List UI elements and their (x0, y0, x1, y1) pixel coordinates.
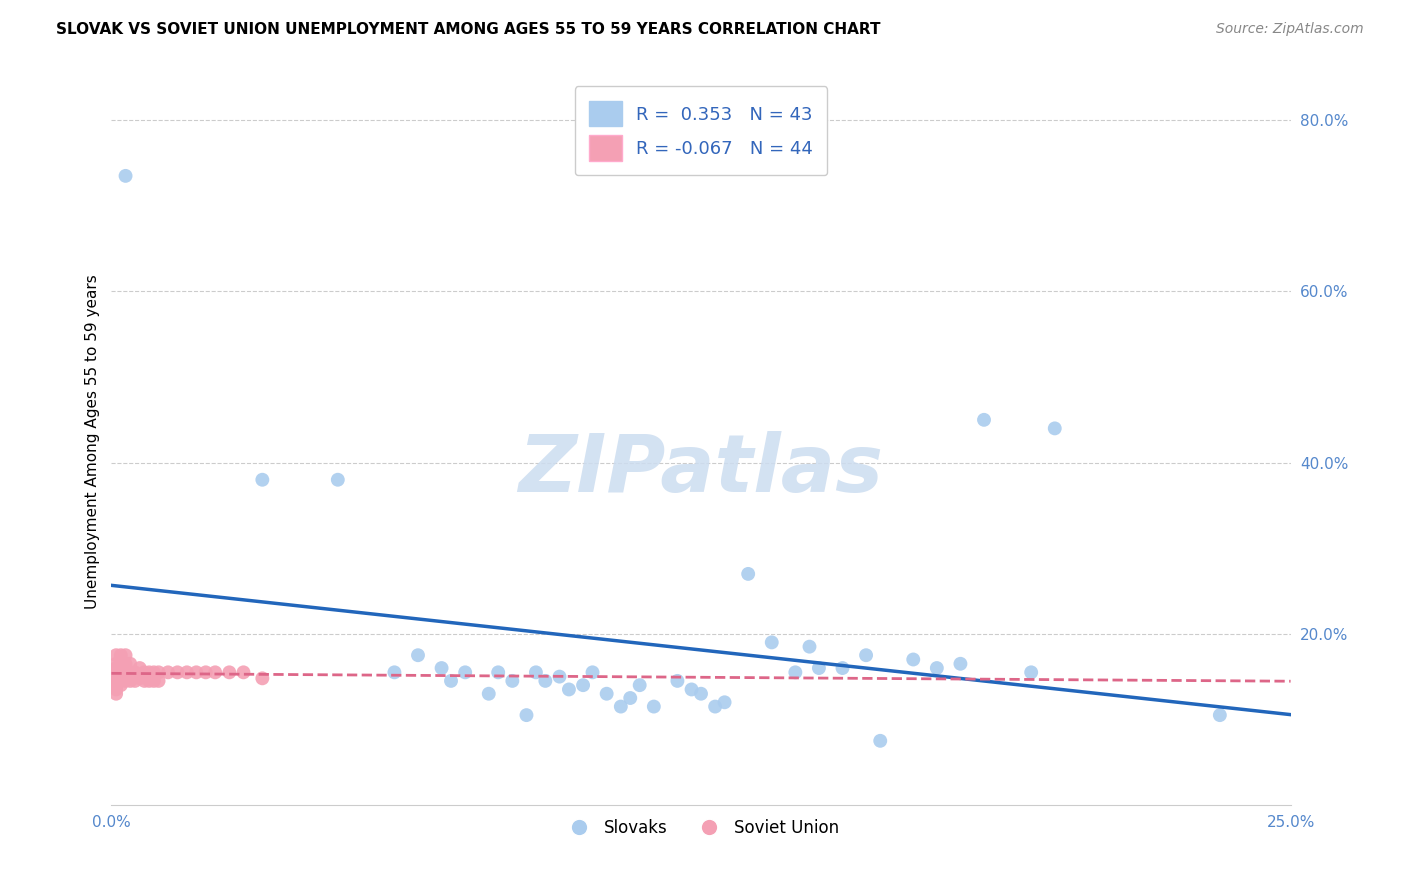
Legend: Slovaks, Soviet Union: Slovaks, Soviet Union (555, 813, 846, 844)
Point (949, 657, 972, 671)
Point (486, 665, 509, 680)
Point (925, 661, 948, 675)
Point (628, 678, 651, 692)
Point (610, 699, 633, 714)
Point (524, 665, 547, 680)
Point (232, 665, 254, 680)
Point (142, 673, 165, 688)
Point (326, 473, 349, 487)
Point (120, 665, 142, 680)
Point (114, 665, 136, 680)
Point (713, 695, 735, 709)
Point (110, 678, 132, 692)
Point (704, 699, 727, 714)
Point (690, 687, 713, 701)
Point (110, 665, 132, 680)
Point (737, 566, 759, 581)
Point (142, 665, 165, 680)
Point (105, 670, 128, 684)
Point (430, 661, 453, 675)
Point (138, 673, 160, 688)
Point (156, 665, 179, 680)
Point (831, 661, 853, 675)
Point (114, 661, 136, 675)
Text: ZIPatlas: ZIPatlas (519, 432, 883, 509)
Point (973, 413, 995, 427)
Point (595, 687, 617, 701)
Point (681, 682, 703, 697)
Point (186, 665, 208, 680)
Point (218, 665, 240, 680)
Point (666, 673, 689, 688)
Point (761, 635, 783, 649)
Text: Source: ZipAtlas.com: Source: ZipAtlas.com (1216, 22, 1364, 37)
Point (903, 652, 925, 666)
Point (799, 640, 821, 654)
Point (534, 673, 557, 688)
Point (869, 734, 891, 748)
Point (478, 687, 501, 701)
Point (124, 665, 146, 680)
Point (128, 671, 150, 685)
Point (558, 682, 581, 697)
Point (124, 673, 146, 688)
Point (194, 665, 217, 680)
Point (120, 657, 142, 671)
Point (134, 673, 156, 688)
Point (114, 648, 136, 663)
Point (128, 661, 150, 675)
Point (105, 661, 128, 675)
Point (1043, 421, 1066, 435)
Point (110, 661, 132, 675)
Point (105, 657, 128, 671)
Point (855, 648, 877, 663)
Point (138, 665, 160, 680)
Point (643, 699, 665, 714)
Point (581, 665, 603, 680)
Point (105, 648, 128, 663)
Point (114, 169, 136, 183)
Point (105, 665, 128, 680)
Point (454, 665, 477, 680)
Point (807, 661, 830, 675)
Point (440, 673, 463, 688)
Point (148, 665, 170, 680)
Point (114, 673, 136, 688)
Point (1209, 708, 1232, 723)
Point (204, 665, 226, 680)
Point (105, 687, 128, 701)
Text: SLOVAK VS SOVIET UNION UNEMPLOYMENT AMONG AGES 55 TO 59 YEARS CORRELATION CHART: SLOVAK VS SOVIET UNION UNEMPLOYMENT AMON… (56, 22, 880, 37)
Point (1019, 665, 1042, 680)
Point (572, 678, 595, 692)
Point (785, 665, 807, 680)
Point (619, 691, 641, 706)
Point (105, 678, 128, 692)
Point (105, 682, 128, 697)
Point (114, 657, 136, 671)
Point (252, 473, 274, 487)
Point (166, 665, 188, 680)
Point (406, 648, 429, 663)
Y-axis label: Unemployment Among Ages 55 to 59 years: Unemployment Among Ages 55 to 59 years (86, 274, 100, 608)
Point (548, 670, 571, 684)
Point (148, 673, 170, 688)
Point (252, 671, 274, 685)
Point (120, 673, 142, 688)
Point (176, 665, 198, 680)
Point (134, 665, 156, 680)
Point (501, 673, 523, 688)
Point (105, 673, 128, 688)
Point (110, 657, 132, 671)
Point (515, 708, 537, 723)
Point (110, 648, 132, 663)
Point (384, 665, 406, 680)
Point (110, 673, 132, 688)
